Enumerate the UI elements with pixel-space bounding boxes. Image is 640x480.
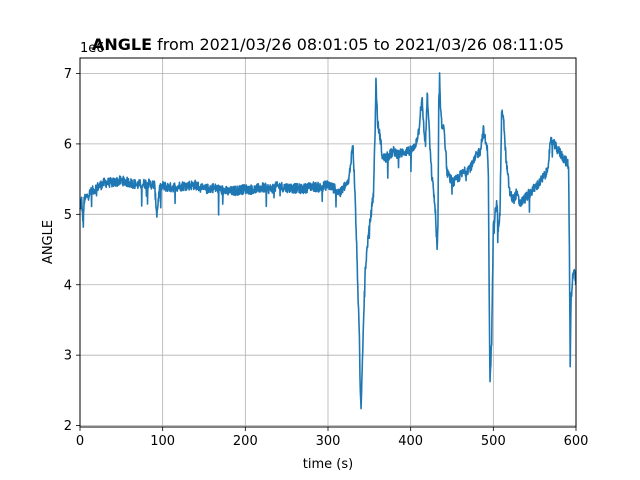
chart-title: ANGLE from 2021/03/26 08:01:05 to 2021/0… — [92, 35, 564, 54]
y-offset-label: 1e6 — [80, 41, 105, 56]
x-tick-label: 500 — [481, 434, 506, 449]
x-tick-label: 0 — [76, 434, 84, 449]
y-tick-label: 3 — [64, 349, 72, 364]
y-tick-label: 7 — [64, 67, 72, 82]
y-tick-label: 5 — [64, 208, 72, 223]
x-tick-label: 400 — [398, 434, 423, 449]
x-tick-label: 200 — [233, 434, 258, 449]
x-tick-label: 100 — [150, 434, 175, 449]
y-tick-label: 2 — [64, 419, 72, 434]
y-axis-ticks: 2 3 4 5 6 7 — [64, 67, 80, 434]
chart-title-rest: from 2021/03/26 08:01:05 to 2021/03/26 0… — [152, 35, 564, 54]
x-axis-label: time (s) — [303, 457, 353, 472]
x-tick-label: 600 — [564, 434, 589, 449]
x-axis-ticks: 0 100 200 300 400 500 600 — [76, 427, 589, 449]
x-tick-label: 300 — [316, 434, 341, 449]
series-line — [79, 72, 577, 410]
series-layer — [79, 72, 577, 410]
y-tick-label: 4 — [64, 278, 72, 293]
y-tick-label: 6 — [64, 137, 72, 152]
chart-title-bold: ANGLE — [92, 35, 152, 54]
y-axis-label: ANGLE — [41, 220, 56, 264]
